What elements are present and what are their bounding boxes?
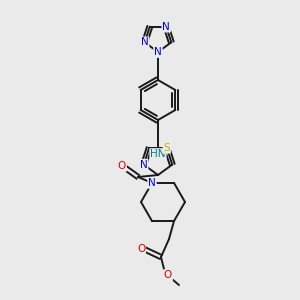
Text: S: S bbox=[164, 143, 170, 153]
Text: O: O bbox=[118, 161, 126, 171]
Text: N: N bbox=[162, 22, 170, 32]
Text: N: N bbox=[140, 160, 148, 170]
Text: N: N bbox=[148, 178, 156, 188]
Text: N: N bbox=[141, 37, 148, 47]
Text: O: O bbox=[164, 270, 172, 280]
Text: O: O bbox=[137, 244, 145, 254]
Text: HN: HN bbox=[150, 149, 166, 159]
Text: N: N bbox=[154, 47, 162, 57]
